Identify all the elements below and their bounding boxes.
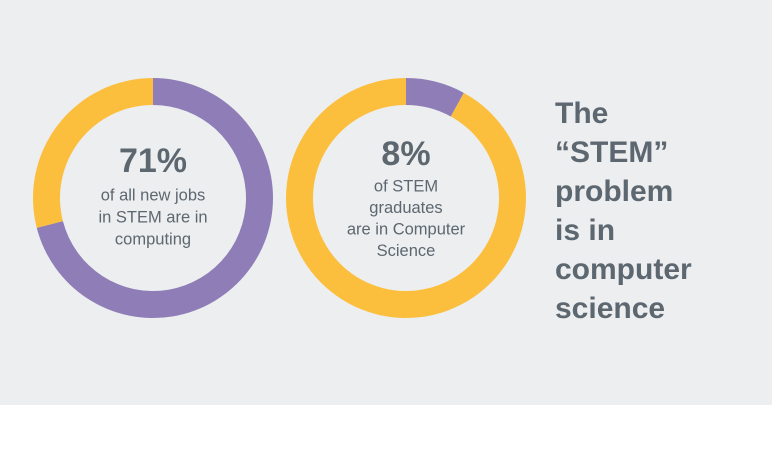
center-value: 8% xyxy=(381,135,430,173)
caption-line: in STEM are in xyxy=(98,208,207,226)
headline-line: computer xyxy=(555,253,692,286)
headline-line: The xyxy=(555,97,608,130)
donut-segment xyxy=(32,78,153,228)
center-value: 71% xyxy=(119,142,187,180)
caption-line: computing xyxy=(115,230,191,248)
caption-line: Science xyxy=(377,242,436,260)
headline-line: “STEM” xyxy=(555,136,668,169)
caption-line: are in Computer xyxy=(347,220,466,238)
caption-line: of all new jobs xyxy=(101,186,206,204)
donut-segment xyxy=(406,78,464,117)
caption-line: of STEM xyxy=(374,177,438,195)
headline-line: problem xyxy=(555,175,673,208)
headline-line: is in xyxy=(555,214,615,247)
caption-line: graduates xyxy=(369,199,442,217)
background-panel xyxy=(0,0,772,405)
headline-line: science xyxy=(555,292,665,325)
